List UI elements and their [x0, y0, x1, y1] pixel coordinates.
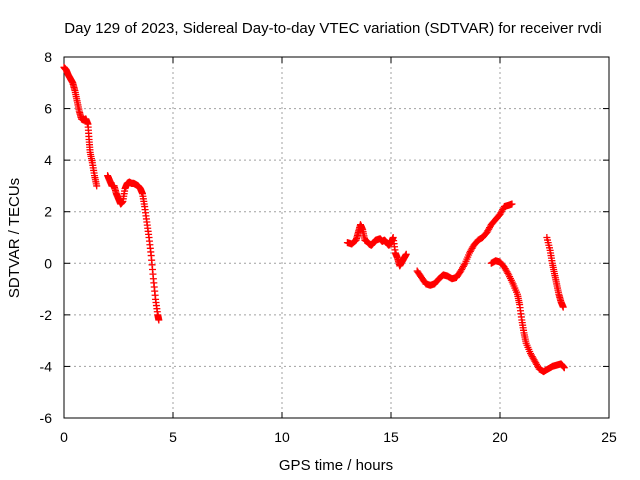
data-point: [508, 200, 516, 208]
y-tick-label: 6: [44, 101, 52, 117]
series-segment-6: [543, 234, 567, 311]
data-point: [93, 182, 101, 190]
data-point: [460, 261, 468, 269]
y-axis-title: SDTVAR / TECUs: [6, 178, 23, 298]
y-tick-label: -4: [40, 358, 53, 374]
series-segment-3: [343, 221, 410, 270]
data-point: [560, 363, 568, 371]
x-axis-title: GPS time / hours: [279, 457, 393, 474]
x-tick-label: 15: [383, 429, 399, 445]
data-point: [155, 316, 163, 324]
x-tick-label: 5: [169, 429, 177, 445]
series-segment-2: [104, 172, 163, 324]
series-segment-1: [60, 63, 101, 190]
data-point: [559, 303, 567, 311]
y-tick-label: 2: [44, 204, 52, 220]
x-tick-label: 25: [601, 429, 617, 445]
y-tick-label: -2: [40, 307, 53, 323]
x-tick-label: 0: [60, 429, 68, 445]
axis-ticks: 0 5 10 15 20 25 -6 -4 -2 0 2 4 6 8: [40, 49, 617, 445]
data-point: [559, 362, 567, 370]
x-tick-label: 10: [274, 429, 290, 445]
y-tick-label: 0: [44, 255, 52, 271]
data-marks: [60, 63, 568, 376]
chart-title: Day 129 of 2023, Sidereal Day-to-day VTE…: [64, 20, 601, 37]
data-point: [560, 364, 568, 372]
y-tick-label: 8: [44, 49, 52, 65]
data-point: [402, 250, 410, 258]
y-tick-label: -6: [40, 410, 53, 426]
plot-frame: [63, 56, 610, 419]
x-tick-label: 20: [492, 429, 508, 445]
series-segment-5: [487, 257, 568, 376]
series-segment-4: [413, 200, 516, 289]
y-tick-label: 4: [44, 152, 52, 168]
